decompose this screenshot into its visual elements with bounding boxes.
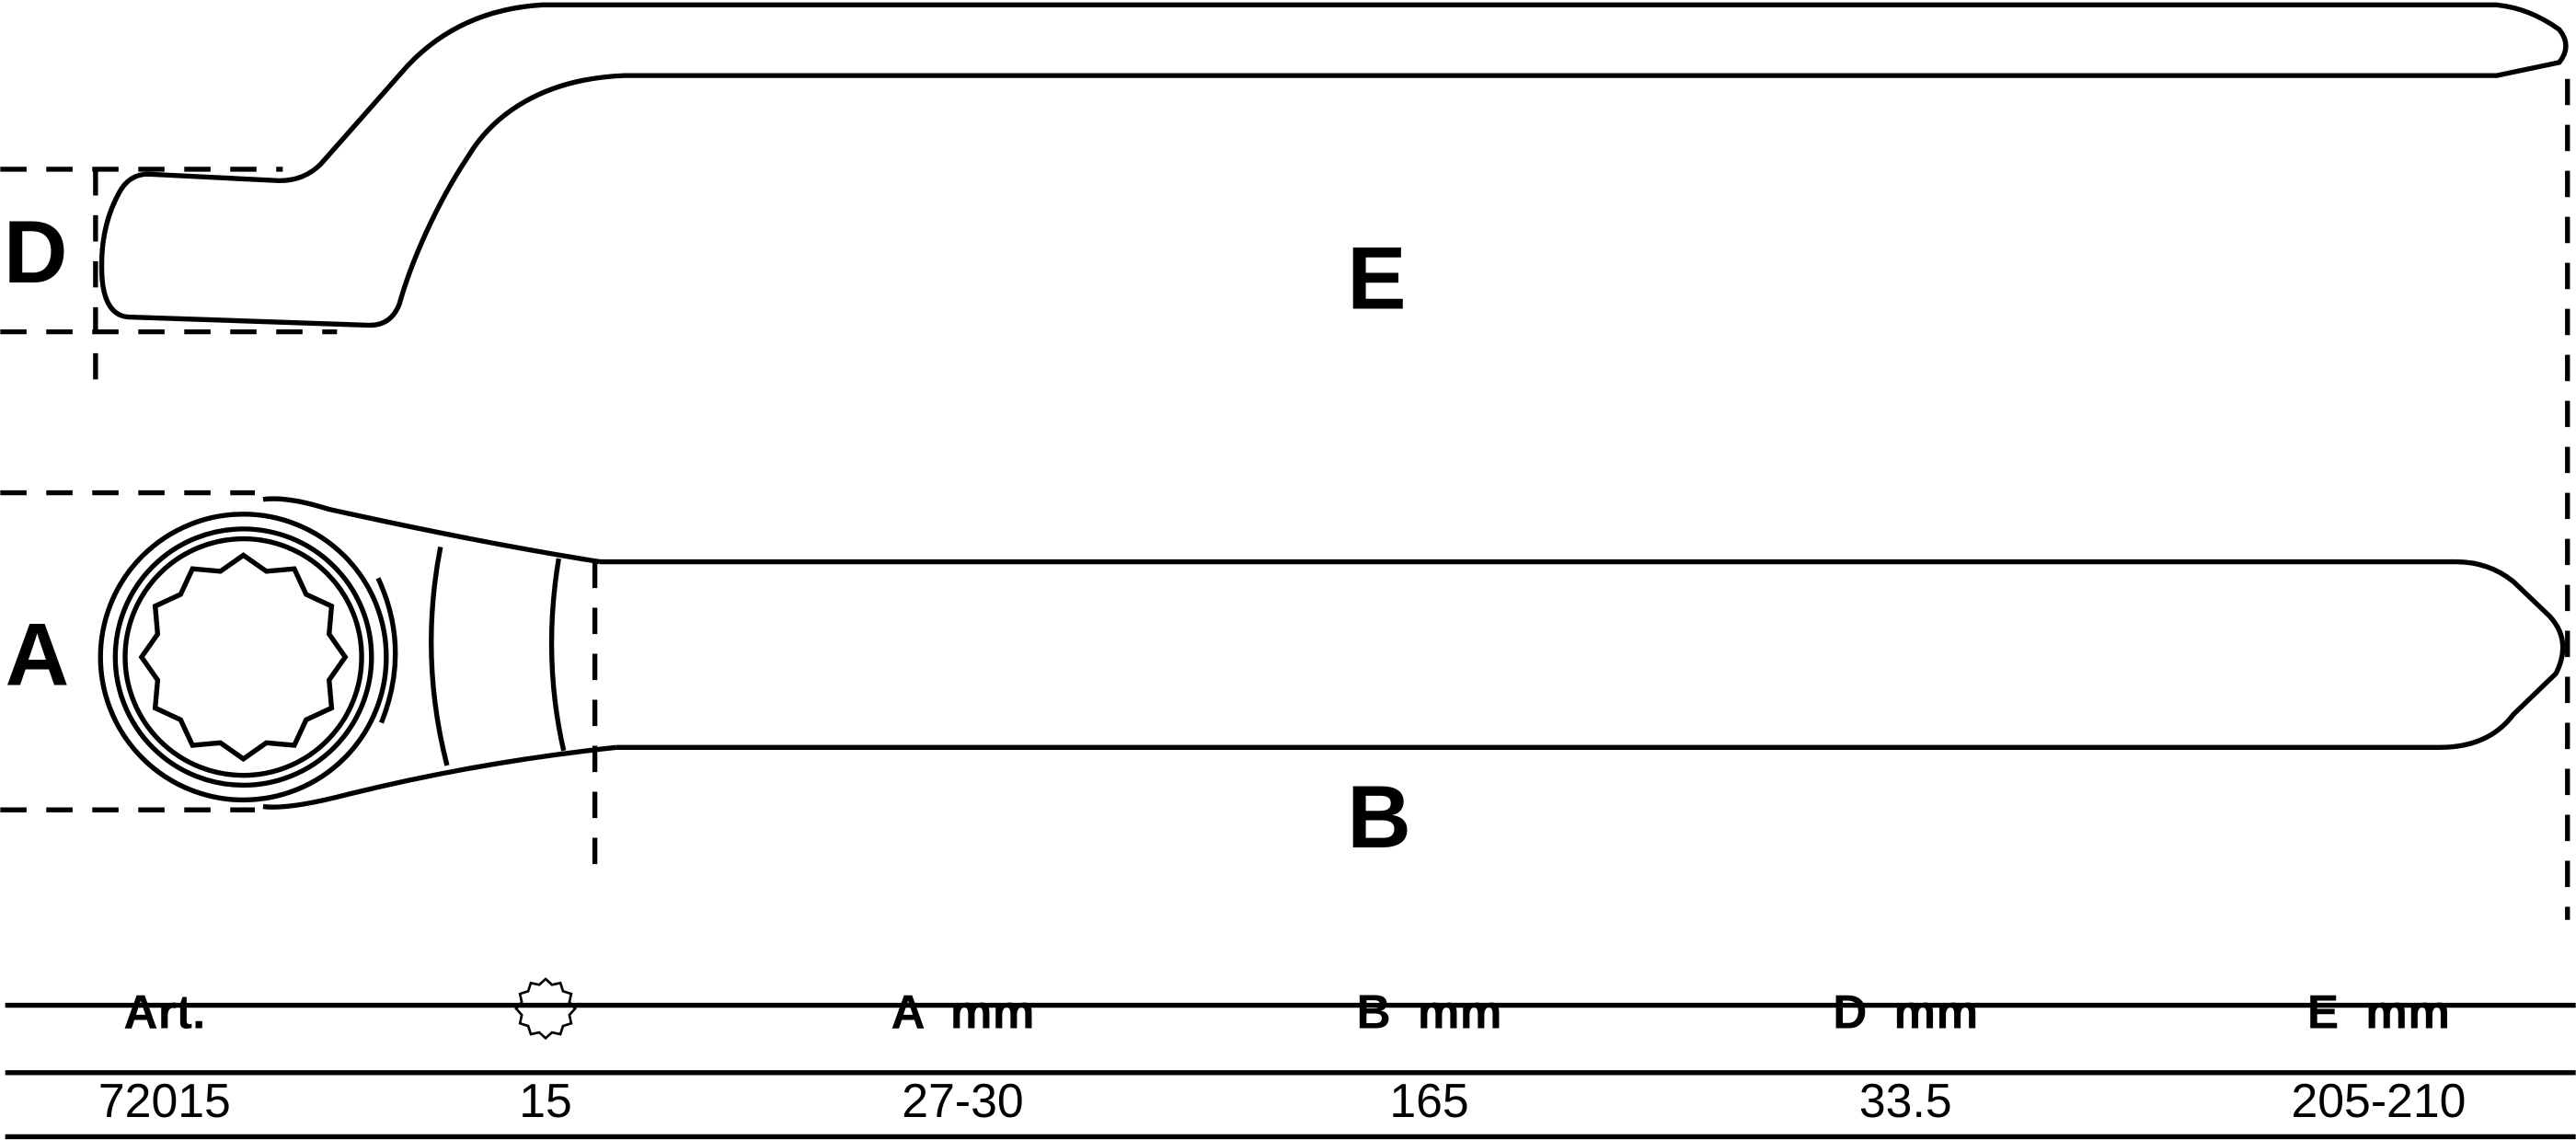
cell-size: 15	[519, 1074, 572, 1127]
ring-middle	[112, 526, 374, 789]
header-a: A mm	[891, 985, 1034, 1039]
wrench-neck-line-2	[548, 558, 567, 752]
wrench-neck-bottom	[262, 744, 617, 810]
wrench-neck-line-1	[429, 546, 450, 766]
label-b: B	[1347, 768, 1411, 867]
label-a: A	[6, 605, 70, 704]
ring-outer	[98, 512, 389, 803]
ring-inner	[122, 535, 364, 778]
wrench-side-view	[98, 2, 2569, 328]
cell-a: 27-30	[902, 1074, 1023, 1127]
12-point-star-icon	[514, 977, 577, 1041]
cell-art: 72015	[98, 1074, 231, 1127]
twelve-point-socket	[138, 552, 349, 763]
header-art: Art.	[123, 985, 205, 1039]
ring-arc	[375, 577, 398, 724]
header-e: E mm	[2307, 985, 2450, 1039]
label-e: E	[1347, 230, 1406, 328]
wrench-handle	[599, 558, 2566, 750]
header-d: D mm	[1833, 985, 1978, 1039]
wrench-neck-top	[262, 496, 601, 565]
header-b: B mm	[1356, 985, 1501, 1039]
label-d: D	[4, 203, 68, 302]
cell-e: 205-210	[2291, 1074, 2466, 1127]
cell-d: 33.5	[1859, 1074, 1952, 1127]
cell-b: 165	[1389, 1074, 1468, 1127]
